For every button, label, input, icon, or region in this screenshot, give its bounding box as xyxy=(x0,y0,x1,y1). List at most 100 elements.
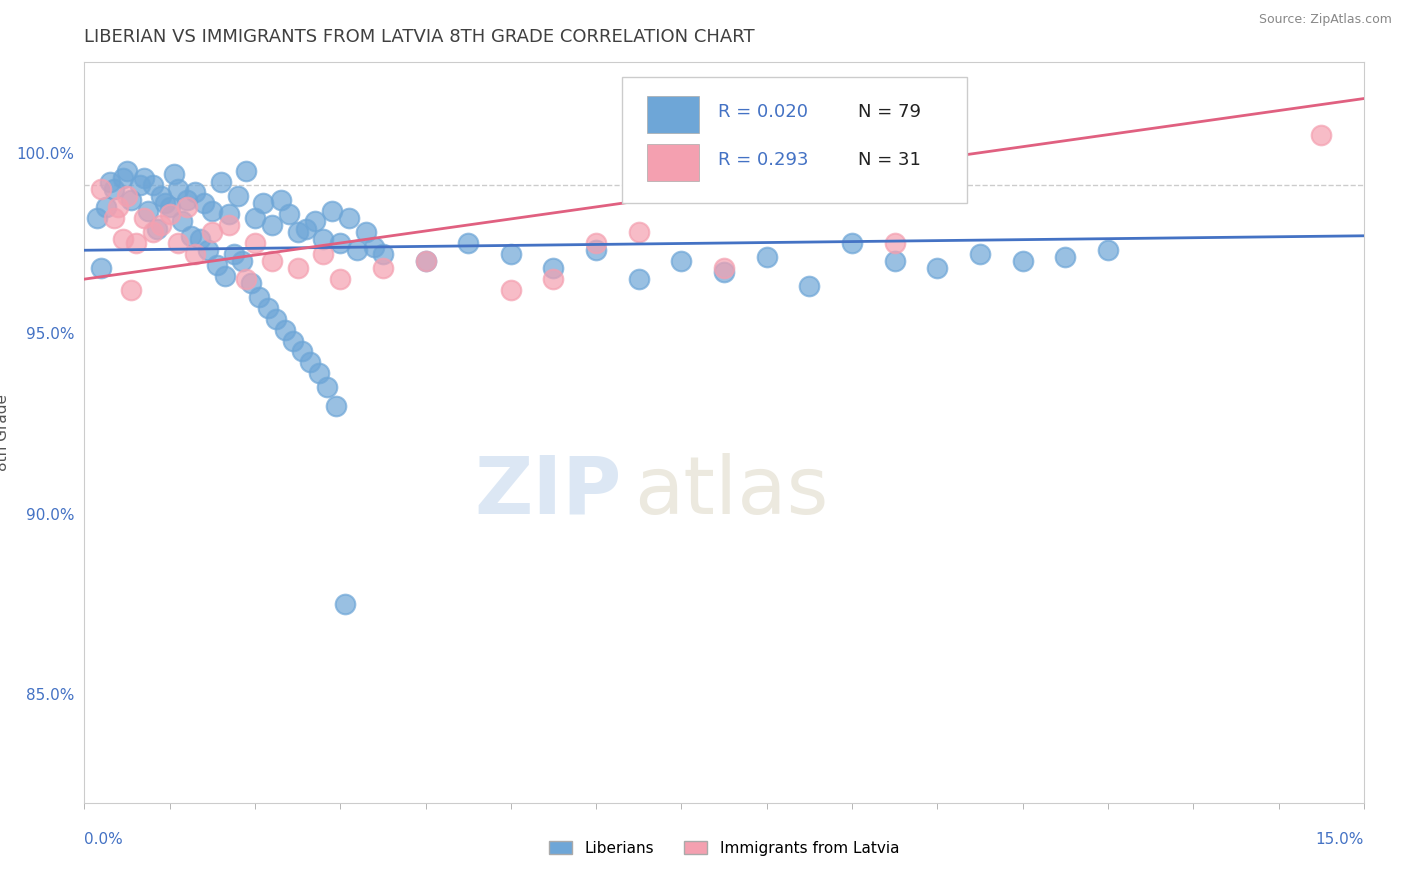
Point xyxy=(321,203,343,218)
Point xyxy=(329,235,352,250)
Point xyxy=(239,276,262,290)
Point xyxy=(98,175,121,189)
Point xyxy=(337,211,360,225)
Legend: Liberians, Immigrants from Latvia: Liberians, Immigrants from Latvia xyxy=(543,835,905,862)
Text: N = 79: N = 79 xyxy=(859,103,921,121)
Point xyxy=(627,225,650,239)
Point xyxy=(90,182,112,196)
Point xyxy=(120,193,142,207)
Point xyxy=(543,272,565,286)
Point xyxy=(755,251,778,265)
Point xyxy=(235,163,257,178)
Point xyxy=(184,247,207,261)
Point xyxy=(1054,251,1077,265)
Point xyxy=(201,203,224,218)
Point xyxy=(176,200,198,214)
Point xyxy=(132,211,155,225)
Point xyxy=(325,399,347,413)
Point xyxy=(107,200,129,214)
Point xyxy=(316,380,339,394)
Point xyxy=(841,235,863,250)
Point xyxy=(167,235,190,250)
FancyBboxPatch shape xyxy=(647,144,699,181)
Point xyxy=(291,344,314,359)
Point xyxy=(146,221,169,235)
Point xyxy=(226,189,249,203)
Point xyxy=(86,211,108,225)
Text: R = 0.293: R = 0.293 xyxy=(717,152,808,169)
Point xyxy=(883,254,905,268)
Point xyxy=(299,355,322,369)
Point xyxy=(159,207,181,221)
Point xyxy=(1011,254,1033,268)
Point xyxy=(159,200,181,214)
Point xyxy=(132,171,155,186)
Point xyxy=(713,265,735,279)
FancyBboxPatch shape xyxy=(621,78,967,203)
Point xyxy=(256,301,278,315)
Point xyxy=(205,258,228,272)
Point xyxy=(499,247,522,261)
Point xyxy=(115,163,138,178)
Text: LIBERIAN VS IMMIGRANTS FROM LATVIA 8TH GRADE CORRELATION CHART: LIBERIAN VS IMMIGRANTS FROM LATVIA 8TH G… xyxy=(84,28,755,45)
Point xyxy=(329,272,352,286)
Point xyxy=(172,214,194,228)
Point xyxy=(260,218,283,232)
Point xyxy=(124,235,146,250)
Point xyxy=(120,283,142,297)
Text: N = 31: N = 31 xyxy=(859,152,921,169)
Text: ZIP: ZIP xyxy=(474,453,621,531)
Point xyxy=(883,235,905,250)
Point xyxy=(176,193,198,207)
Point xyxy=(209,175,232,189)
Point xyxy=(184,186,207,200)
Point xyxy=(333,597,356,611)
Point xyxy=(312,247,335,261)
Point xyxy=(278,207,301,221)
Point xyxy=(264,311,288,326)
Point xyxy=(671,254,693,268)
Point xyxy=(138,203,160,218)
Point xyxy=(543,261,565,276)
Point xyxy=(287,261,309,276)
Point xyxy=(243,235,266,250)
Point xyxy=(94,200,117,214)
Point xyxy=(243,211,266,225)
Point xyxy=(111,232,134,246)
Point xyxy=(415,254,437,268)
Point xyxy=(222,247,245,261)
Point xyxy=(235,272,257,286)
Point xyxy=(304,214,326,228)
Point xyxy=(371,247,394,261)
Text: R = 0.020: R = 0.020 xyxy=(717,103,807,121)
Point xyxy=(585,235,607,250)
Point xyxy=(163,168,186,182)
Point xyxy=(1097,244,1119,258)
Point xyxy=(111,171,134,186)
Point xyxy=(115,189,138,203)
Point xyxy=(193,196,215,211)
Point xyxy=(499,283,522,297)
Point xyxy=(260,254,283,268)
Point xyxy=(218,218,240,232)
Point xyxy=(283,334,305,348)
Text: atlas: atlas xyxy=(634,453,830,531)
Point xyxy=(150,218,173,232)
Point xyxy=(218,207,240,221)
Point xyxy=(142,225,165,239)
Point xyxy=(308,366,330,380)
Point xyxy=(252,196,274,211)
Point xyxy=(197,244,219,258)
FancyBboxPatch shape xyxy=(647,95,699,133)
Point xyxy=(415,254,437,268)
Point xyxy=(287,225,309,239)
Point xyxy=(346,244,368,258)
Point xyxy=(1310,128,1333,142)
Point xyxy=(371,261,394,276)
Point xyxy=(103,182,125,196)
Point xyxy=(354,225,377,239)
Point xyxy=(103,211,125,225)
Text: Source: ZipAtlas.com: Source: ZipAtlas.com xyxy=(1258,13,1392,27)
Text: 15.0%: 15.0% xyxy=(1316,832,1364,847)
Point xyxy=(180,228,202,243)
